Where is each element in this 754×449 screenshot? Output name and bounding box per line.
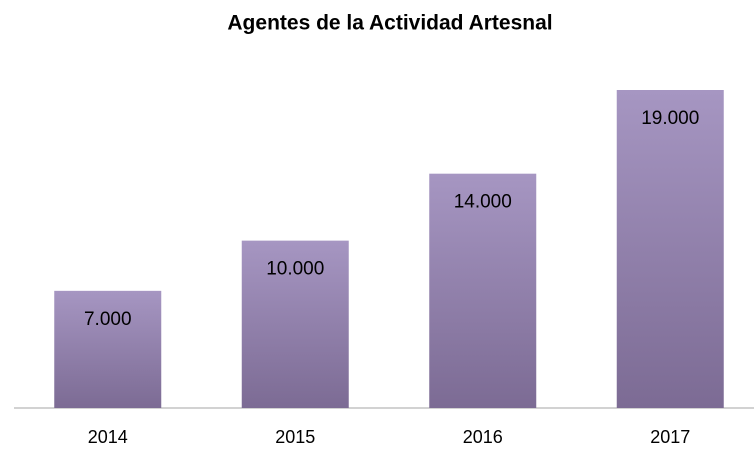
value-label: 10.000 — [266, 259, 324, 280]
bar — [616, 90, 724, 408]
x-tick-label: 2014 — [88, 427, 128, 447]
x-tick-label: 2015 — [275, 427, 315, 447]
value-label: 14.000 — [454, 192, 512, 213]
value-label: 7.000 — [84, 309, 132, 330]
x-tick-label: 2017 — [650, 427, 690, 447]
x-tick-label: 2016 — [463, 427, 503, 447]
bar — [54, 290, 162, 408]
value-label: 19.000 — [641, 108, 699, 129]
chart-title: Agentes de la Actividad Artesnal — [227, 12, 552, 35]
bar — [429, 173, 537, 408]
bar — [241, 240, 349, 408]
